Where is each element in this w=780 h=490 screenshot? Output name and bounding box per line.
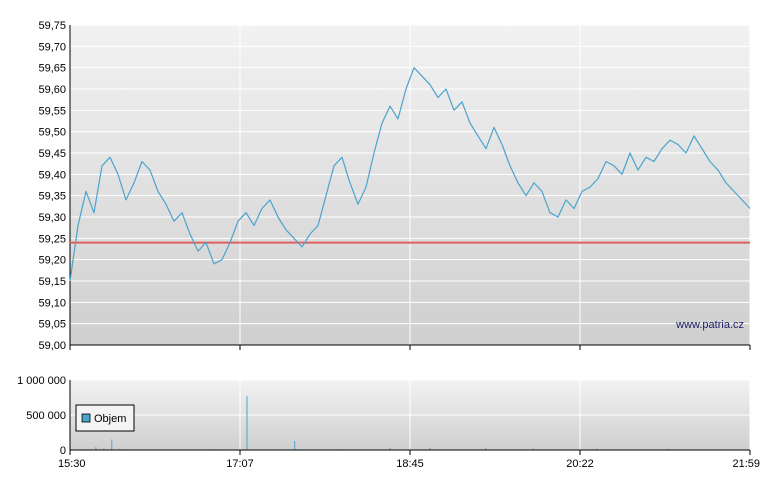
volume-legend: Objem — [75, 404, 135, 432]
price-y-tick-label: 59,70 — [38, 41, 66, 53]
price-y-tick-label: 59,35 — [38, 191, 66, 203]
price-y-tick-label: 59,50 — [38, 127, 66, 139]
price-y-tick-label: 59,65 — [38, 63, 66, 75]
price-y-tick-label: 59,00 — [38, 340, 66, 352]
price-y-tick-label: 59,45 — [38, 148, 66, 160]
price-y-tick-label: 59,40 — [38, 169, 66, 181]
price-panel: 59,75 59,70 59,65 59,60 59,55 59,50 59,45 59,40… — [38, 20, 751, 352]
volume-y-tick-label: 500 000 — [26, 410, 66, 422]
x-tick-label: 15:30 — [58, 458, 86, 470]
x-tick-label: 18:45 — [396, 458, 424, 470]
price-y-tick-label: 59,05 — [38, 319, 66, 331]
volume-panel: 1 000 000 500 000 015:30 17:07 18:45 20:22 21:… — [17, 375, 760, 470]
watermark: www.patria.cz — [675, 319, 744, 331]
price-y-tick-label: 59,55 — [38, 105, 66, 117]
x-tick-label: 21:59 — [732, 458, 760, 470]
price-y-tick-label: 59,20 — [38, 255, 66, 267]
price-y-tick-label: 59,30 — [38, 212, 66, 224]
price-y-tick-label: 59,75 — [38, 20, 66, 32]
x-tick-label: 17:07 — [226, 458, 254, 470]
price-y-tick-label: 59,25 — [38, 233, 66, 245]
price-y-tick-label: 59,10 — [38, 297, 66, 309]
legend-swatch — [81, 413, 91, 423]
price-y-tick-label: 59,15 — [38, 276, 66, 288]
volume-y-tick-label: 0 — [60, 445, 66, 457]
price-series-line — [69, 67, 751, 282]
price-y-tick-label: 59,60 — [38, 84, 66, 96]
x-tick-label: 20:22 — [566, 458, 594, 470]
volume-y-tick-label: 1 000 000 — [17, 375, 66, 387]
legend-label: Objem — [94, 413, 126, 425]
